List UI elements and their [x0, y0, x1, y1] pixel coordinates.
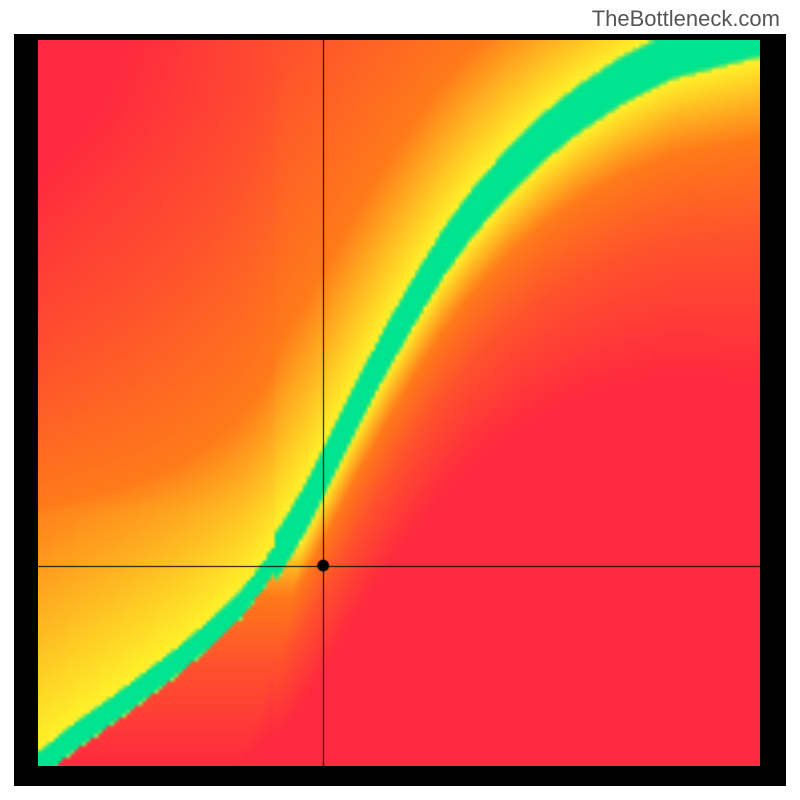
heatmap-canvas	[38, 40, 760, 766]
plot-outer-frame	[14, 34, 786, 786]
watermark-text: TheBottleneck.com	[592, 6, 780, 32]
